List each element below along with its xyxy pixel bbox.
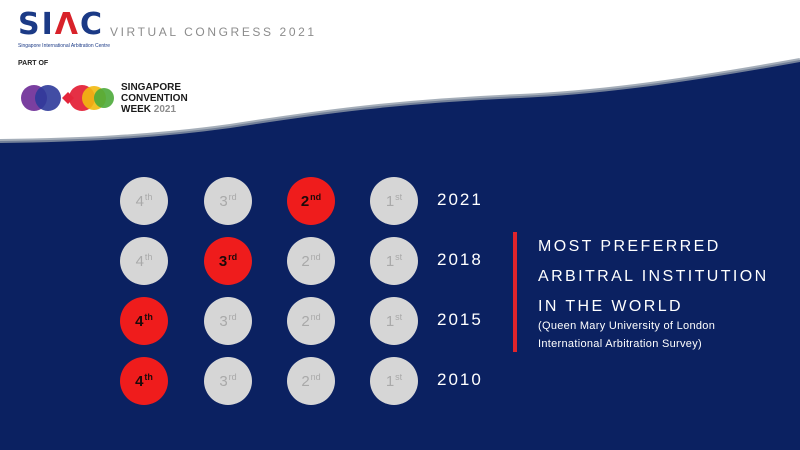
rank-suffix: nd: [310, 251, 321, 262]
headline: MOST PREFERRED ARBITRAL INSTITUTION IN T…: [538, 238, 769, 315]
part-of-label: PART OF: [18, 60, 49, 67]
rank-number: 2: [301, 372, 310, 390]
survey-source: (Queen Mary University of London Interna…: [538, 320, 716, 350]
rank-suffix: th: [144, 311, 153, 322]
rank-number: 2: [301, 312, 310, 330]
rank-number: 2: [301, 252, 310, 270]
rank-suffix: rd: [228, 371, 237, 382]
rank-suffix: st: [395, 311, 403, 322]
rank-number: 3: [218, 252, 228, 270]
rank-number: 1: [385, 312, 395, 330]
ranking-year: 2021: [437, 190, 483, 209]
rank-number: 4: [135, 312, 144, 330]
accent-bar: [513, 232, 517, 352]
rank-suffix: rd: [228, 311, 237, 322]
rank-number: 3: [219, 312, 228, 330]
rank-suffix: st: [395, 251, 403, 262]
rank-number: 3: [219, 372, 228, 390]
scw-logo-text: SINGAPORE CONVENTION WEEK 2021: [121, 82, 188, 115]
rank-number: 1: [385, 372, 395, 390]
logo-subtitle: Singapore International Arbitration Cent…: [18, 43, 111, 49]
rank-number: 4: [135, 372, 144, 390]
rank-number: 1: [385, 192, 395, 210]
rank-number: 4: [135, 252, 144, 270]
rank-suffix: nd: [310, 371, 321, 382]
scw-logo-mark: [21, 85, 114, 111]
rank-suffix: nd: [310, 311, 321, 322]
rank-suffix: th: [144, 191, 153, 202]
rank-suffix: nd: [310, 191, 322, 202]
rank-number: 3: [219, 192, 228, 210]
ranking-year: 2010: [437, 370, 483, 389]
rank-suffix: th: [144, 371, 153, 382]
rank-number: 2: [300, 192, 310, 210]
rank-suffix: rd: [228, 251, 238, 262]
siac-logo: SIΛC: [18, 7, 105, 42]
rank-number: 4: [135, 192, 144, 210]
rank-suffix: th: [144, 251, 153, 262]
rank-suffix: st: [395, 371, 403, 382]
ranking-year: 2018: [437, 250, 483, 269]
ranking-year: 2015: [437, 310, 483, 329]
header-title: VIRTUAL CONGRESS 2021: [110, 25, 317, 39]
rank-suffix: st: [395, 191, 403, 202]
rank-number: 1: [385, 252, 395, 270]
rank-suffix: rd: [228, 191, 237, 202]
